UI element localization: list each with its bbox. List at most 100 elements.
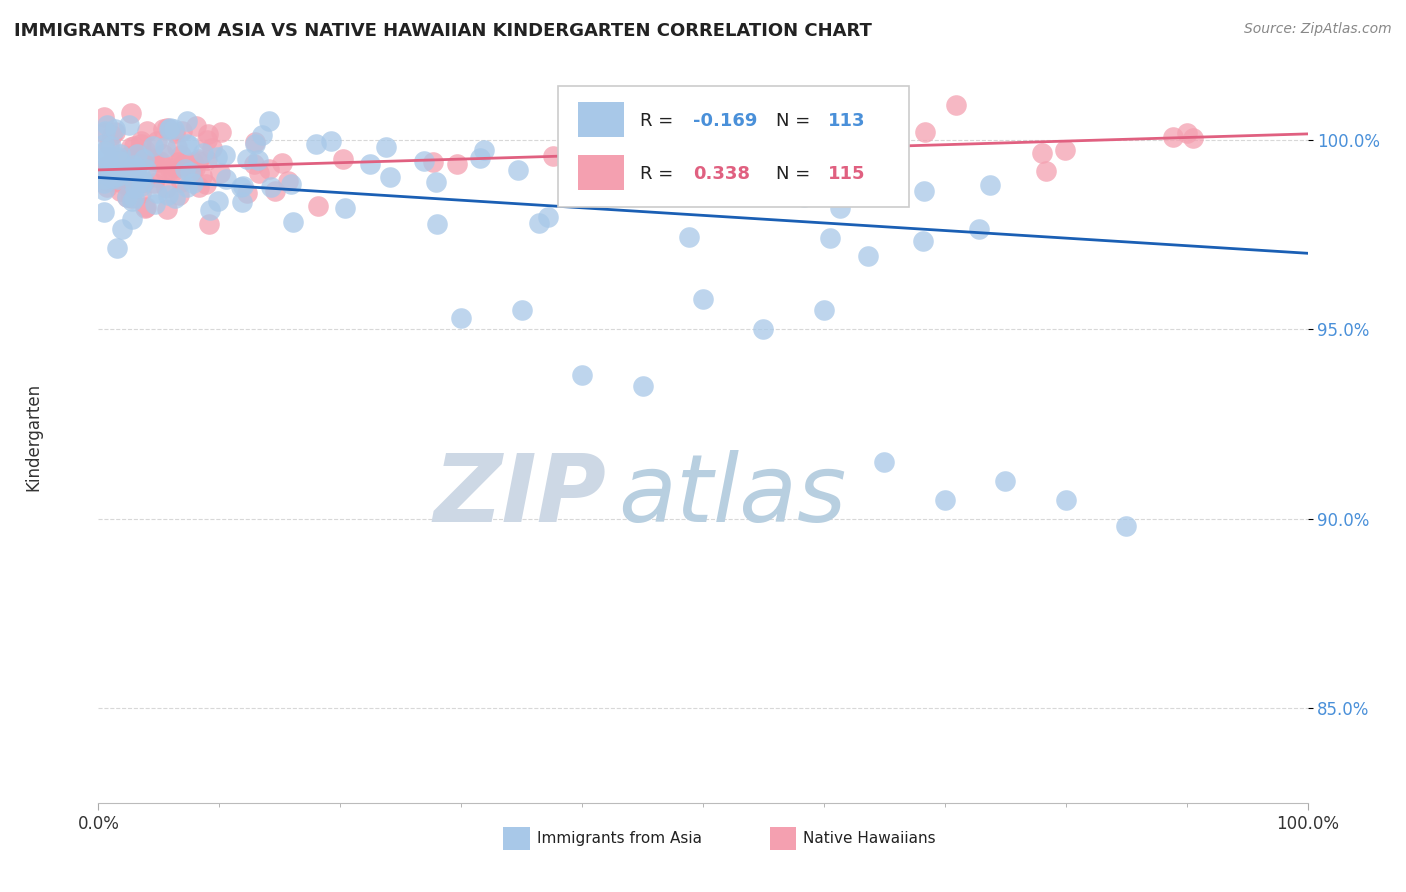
Point xyxy=(197,128,219,142)
Point xyxy=(277,174,299,188)
Point xyxy=(179,164,201,178)
Point xyxy=(332,153,354,167)
Point xyxy=(1054,492,1077,507)
Point xyxy=(98,169,121,184)
Point xyxy=(678,230,700,244)
Point xyxy=(173,157,195,171)
Point xyxy=(1115,519,1137,533)
Point xyxy=(176,136,198,151)
Point xyxy=(510,303,533,318)
Point xyxy=(146,186,169,201)
Point xyxy=(236,152,259,166)
Point xyxy=(172,158,194,172)
Point xyxy=(121,211,143,226)
Point xyxy=(468,151,491,165)
Point xyxy=(628,136,651,151)
Y-axis label: Kindergarten: Kindergarten xyxy=(25,383,42,491)
Point xyxy=(529,216,551,230)
Point xyxy=(333,201,356,215)
Point xyxy=(307,199,329,213)
Point xyxy=(166,140,188,154)
Point xyxy=(257,162,280,177)
Point xyxy=(450,310,472,325)
Bar xyxy=(578,102,624,137)
Point xyxy=(873,455,896,469)
Point xyxy=(135,200,157,214)
Point xyxy=(163,161,186,175)
Point xyxy=(101,153,124,167)
Point xyxy=(270,156,292,170)
Point xyxy=(830,201,852,215)
Point xyxy=(93,161,115,176)
Point xyxy=(131,186,153,201)
Point xyxy=(152,147,174,161)
Point xyxy=(1035,164,1057,178)
Text: R =: R = xyxy=(640,112,679,130)
Point xyxy=(260,179,283,194)
Point xyxy=(135,162,157,177)
Point xyxy=(190,169,212,183)
Point xyxy=(131,134,153,148)
Point xyxy=(186,119,208,133)
Point xyxy=(118,156,141,170)
Point xyxy=(378,170,401,185)
Point xyxy=(142,154,165,169)
Point xyxy=(93,110,115,124)
Point xyxy=(108,184,131,198)
Point xyxy=(446,157,468,171)
Point xyxy=(157,187,180,202)
Point xyxy=(214,148,236,162)
Point xyxy=(129,169,152,184)
Point xyxy=(537,210,560,224)
Point xyxy=(257,113,280,128)
Point xyxy=(967,221,990,235)
Point xyxy=(250,128,273,142)
Point xyxy=(209,165,232,179)
Point xyxy=(125,161,148,176)
Point xyxy=(124,161,146,176)
Point xyxy=(193,146,215,161)
Point xyxy=(94,159,117,173)
Point xyxy=(93,183,115,197)
Point xyxy=(104,125,127,139)
Point xyxy=(808,176,831,190)
Point xyxy=(108,153,131,168)
Point xyxy=(156,202,179,217)
Bar xyxy=(769,827,796,850)
Point xyxy=(104,174,127,188)
Point xyxy=(181,176,204,190)
Point xyxy=(167,187,190,202)
Point xyxy=(413,153,436,168)
Point xyxy=(93,136,115,151)
Point xyxy=(101,171,124,186)
Point xyxy=(120,162,142,177)
Point xyxy=(243,135,266,149)
Point xyxy=(188,180,211,194)
Point xyxy=(231,194,253,209)
Point xyxy=(761,162,783,177)
Point xyxy=(472,143,495,157)
Point xyxy=(422,155,444,169)
Text: R =: R = xyxy=(640,165,679,183)
Point xyxy=(93,204,115,219)
Point xyxy=(198,203,221,218)
Point xyxy=(571,368,593,382)
Text: 113: 113 xyxy=(828,112,865,130)
Point xyxy=(110,222,132,236)
Point xyxy=(911,234,934,248)
Point xyxy=(167,155,190,169)
Point xyxy=(124,181,146,195)
Point xyxy=(121,194,143,208)
Point xyxy=(994,474,1017,488)
Text: Native Hawaiians: Native Hawaiians xyxy=(803,831,936,847)
Point xyxy=(170,176,193,190)
Point xyxy=(319,134,342,148)
Text: atlas: atlas xyxy=(619,450,846,541)
Point xyxy=(94,152,117,166)
Point xyxy=(174,162,197,177)
Point xyxy=(105,241,128,255)
Point xyxy=(136,123,159,137)
Point xyxy=(215,172,238,186)
Point xyxy=(280,178,302,192)
Point xyxy=(159,121,181,136)
